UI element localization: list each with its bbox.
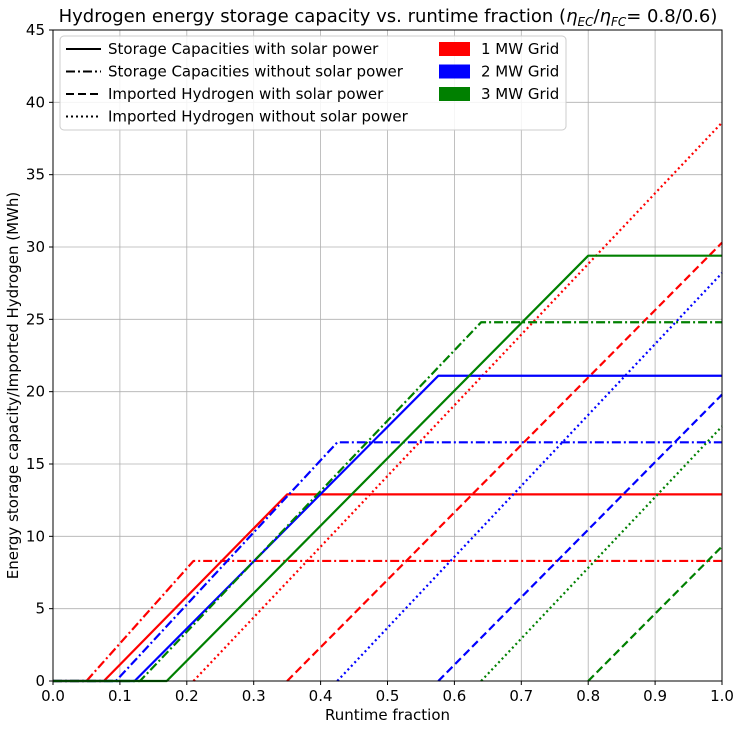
y-axis-label: Energy storage capacity/Imported Hydroge… [4,192,22,579]
legend-color-swatch [439,42,470,56]
series-line-7 [437,393,723,682]
x-tick-label: 0.6 [442,687,466,705]
chart-title-main: Hydrogen energy storage capacity vs. run… [59,6,566,27]
x-tick-label: 0.0 [41,687,65,705]
series-line-12 [480,425,723,682]
x-tick-label: 0.7 [509,687,533,705]
x-tick-label: 1.0 [710,687,734,705]
chart-title: Hydrogen energy storage capacity vs. run… [59,6,718,29]
series-line-3 [286,241,723,682]
x-axis-label: Runtime fraction [325,706,450,724]
x-tick-label: 0.9 [643,687,667,705]
y-tick-label: 45 [26,21,45,39]
legend: Storage Capacities with solar power Stora… [59,35,567,131]
series-line-4 [192,121,723,682]
legend-label: Storage Capacities without solar power [108,63,404,81]
x-tick-label: 0.1 [108,687,132,705]
y-tick-label: 20 [26,383,45,401]
y-tick-label: 25 [26,310,45,328]
chart-title-equals: = 0.8/0.6) [626,6,717,27]
y-tick-label: 30 [26,238,45,256]
series-line-10 [53,321,722,683]
y-tick-label: 15 [26,455,45,473]
x-tick-label: 0.3 [242,687,266,705]
chart-title-eta-ec: η [566,6,577,27]
x-tick-label: 0.5 [376,687,400,705]
chart-title-fc-subscript: FC [611,15,627,29]
y-tick-label: 5 [35,600,45,618]
y-tick-label: 40 [26,93,45,111]
legend-label: 2 MW Grid [481,63,559,81]
chart-title-slash: / [593,6,600,27]
series-line-11 [587,545,723,682]
y-tick-label: 0 [35,672,45,690]
y-tick-label: 35 [26,166,45,184]
legend-label: Storage Capacities with solar power [108,40,379,58]
legend-label: 1 MW Grid [481,40,559,58]
x-tick-label: 0.2 [175,687,199,705]
y-axis-ticks: 0 5 10 15 20 25 30 35 40 45 [26,21,53,690]
y-tick-label: 10 [26,527,45,545]
x-axis-ticks: 0.0 0.1 0.2 0.3 0.4 0.5 0.6 0.7 0.8 0.9 1.0 [41,681,734,705]
chart-title-eta-fc: η [600,6,611,27]
legend-color-swatch [439,64,470,79]
legend-label: Imported Hydrogen with solar power [108,85,384,103]
legend-color-swatch [439,87,470,101]
legend-box [59,35,567,131]
series-line-8 [336,272,723,682]
x-tick-label: 0.4 [309,687,333,705]
chart-title-ec-subscript: EC [578,15,595,29]
legend-label: 3 MW Grid [481,85,559,103]
series-line-6 [53,441,722,683]
legend-label: Imported Hydrogen without solar power [108,108,409,126]
x-tick-label: 0.8 [576,687,600,705]
